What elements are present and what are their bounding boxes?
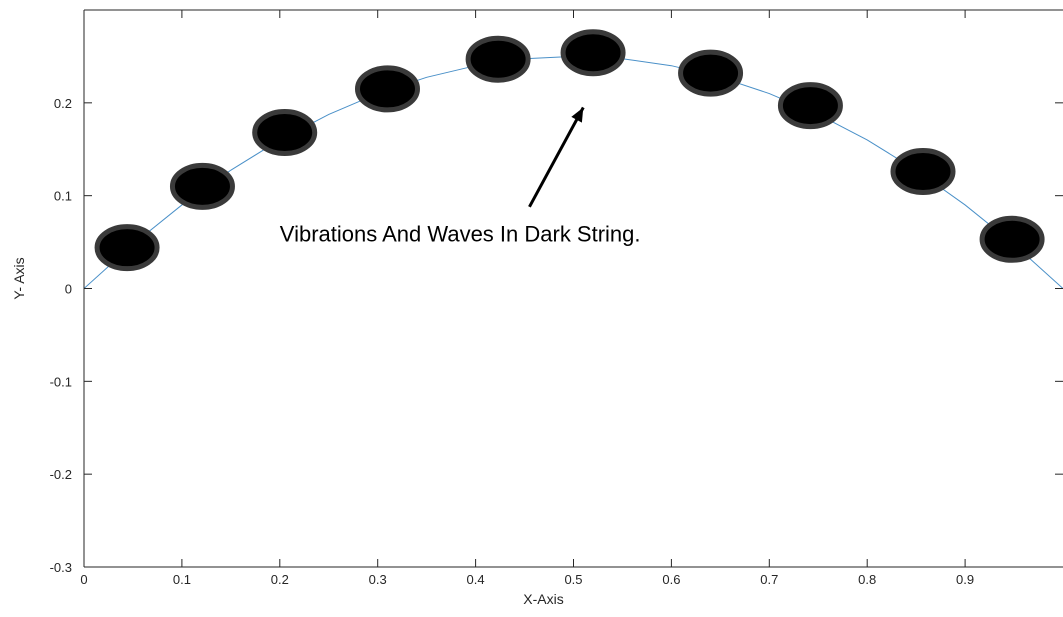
x-tick-label: 0.2 xyxy=(271,572,289,587)
y-axis-label: Y- Axis xyxy=(11,257,27,299)
string-bead xyxy=(681,52,741,94)
x-tick-label: 0.8 xyxy=(858,572,876,587)
string-bead xyxy=(357,68,417,110)
x-axis-label: X-Axis xyxy=(523,591,563,607)
string-bead xyxy=(780,85,840,127)
y-tick-label: 0 xyxy=(65,282,72,297)
string-bead xyxy=(468,38,528,80)
x-tick-label: 0.5 xyxy=(564,572,582,587)
plot-background xyxy=(84,10,1063,567)
string-bead xyxy=(982,218,1042,260)
x-tick-label: 0 xyxy=(80,572,87,587)
x-tick-label: 0.1 xyxy=(173,572,191,587)
y-tick-label: -0.2 xyxy=(50,467,72,482)
string-bead xyxy=(172,165,232,207)
y-tick-label: -0.1 xyxy=(50,374,72,389)
y-tick-label: 0.1 xyxy=(54,189,72,204)
x-tick-label: 0.9 xyxy=(956,572,974,587)
y-tick-label: 0.2 xyxy=(54,96,72,111)
string-bead xyxy=(563,32,623,74)
y-tick-label: -0.3 xyxy=(50,560,72,575)
x-tick-label: 0.7 xyxy=(760,572,778,587)
annotation-text: Vibrations And Waves In Dark String. xyxy=(280,222,641,247)
plot-area xyxy=(84,10,1063,567)
x-tick-label: 0.3 xyxy=(369,572,387,587)
string-bead xyxy=(97,227,157,269)
x-tick-label: 0.6 xyxy=(662,572,680,587)
string-bead xyxy=(893,151,953,193)
string-bead xyxy=(255,112,315,154)
x-tick-label: 0.4 xyxy=(467,572,485,587)
